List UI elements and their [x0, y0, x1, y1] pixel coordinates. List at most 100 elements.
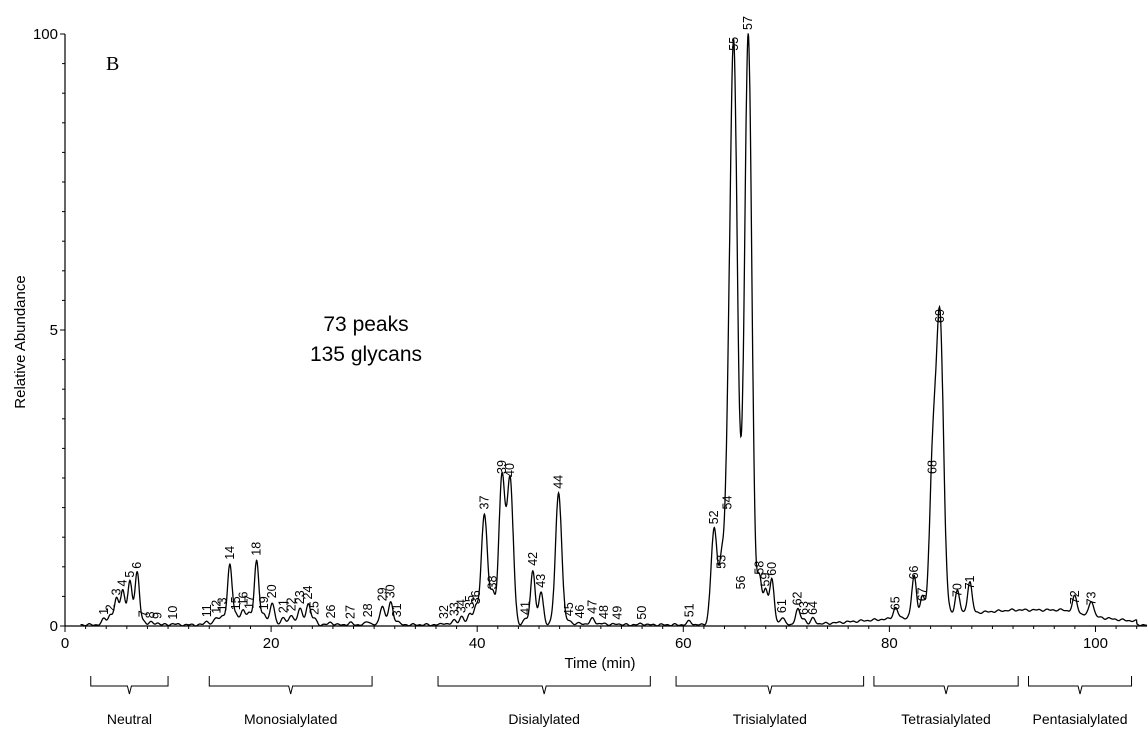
y-tick-label-2: 100: [33, 26, 58, 43]
peak-label-26: 26: [324, 604, 338, 618]
peak-label-5: 5: [123, 571, 137, 578]
peak-label-11: 11: [200, 604, 214, 617]
peak-label-54: 54: [721, 496, 735, 510]
x-axis-ticks: 0 20 40 60 80 100: [61, 626, 1138, 652]
peak-label-14: 14: [223, 546, 237, 560]
peak-label-3: 3: [110, 588, 124, 595]
peak-label-48: 48: [597, 605, 611, 619]
peak-label-69: 69: [933, 309, 947, 323]
plot-area: [80, 33, 1147, 627]
peak-label-18: 18: [250, 542, 264, 556]
peak-label-6: 6: [130, 562, 144, 569]
peak-label-32: 32: [437, 605, 451, 619]
y-axis-title: Relative Abundance: [12, 275, 29, 408]
peak-label-42: 42: [526, 552, 540, 566]
peak-label-7: 7: [136, 610, 150, 617]
peak-label-62: 62: [791, 591, 805, 605]
x-tick-label-1: 20: [263, 635, 280, 652]
peak-label-60: 60: [765, 562, 779, 576]
peak-label-17: 17: [243, 595, 257, 609]
peak-label-64: 64: [806, 601, 820, 615]
peak-label-68: 68: [926, 460, 940, 474]
peak-label-51: 51: [683, 603, 697, 617]
peak-label-38: 38: [486, 575, 500, 589]
glycan-count-note: 135 glycans: [310, 343, 422, 366]
peak-label-13: 13: [216, 597, 230, 611]
peak-label-20: 20: [265, 584, 279, 598]
x-tick-label-2: 40: [469, 635, 486, 652]
peak-label-55: 55: [727, 37, 741, 51]
peak-label-36: 36: [469, 590, 483, 604]
peak-label-73: 73: [1084, 591, 1098, 605]
group-bracket-2: [437, 676, 651, 695]
peak-label-28: 28: [361, 603, 375, 617]
group-label-1: Monosialylated: [244, 711, 337, 727]
peak-label-15: 15: [229, 596, 243, 610]
peak-label-29: 29: [375, 587, 389, 601]
peak-label-19: 19: [257, 596, 271, 610]
peak-label-57: 57: [741, 16, 755, 30]
peak-label-35: 35: [463, 595, 477, 609]
peak-label-43: 43: [534, 574, 548, 588]
peak-label-53: 53: [714, 555, 728, 569]
peak-label-70: 70: [950, 583, 964, 597]
peak-label-1: 1: [97, 608, 111, 615]
panel-label: B: [106, 53, 119, 75]
group-label-0: Neutral: [107, 711, 152, 727]
group-label-5: Pentasialylated: [1033, 711, 1128, 727]
peak-label-71: 71: [963, 575, 977, 589]
peak-label-47: 47: [586, 600, 600, 614]
group-label-4: Tetrasialylated: [901, 711, 991, 727]
group-label-3: Trisialylated: [733, 711, 807, 727]
peak-label-33: 33: [448, 602, 462, 616]
x-tick-label-3: 60: [675, 635, 692, 652]
peak-label-65: 65: [889, 596, 903, 610]
peak-label-2: 2: [103, 604, 117, 611]
peak-label-34: 34: [455, 599, 469, 613]
x-axis-title: Time (min): [564, 655, 635, 672]
peak-label-40: 40: [503, 463, 517, 477]
peak-label-21: 21: [277, 599, 291, 613]
peak-label-45: 45: [562, 602, 576, 616]
peak-label-50: 50: [635, 606, 649, 620]
peak-label-23: 23: [293, 590, 307, 604]
x-tick-label-0: 0: [61, 635, 69, 652]
group-bracket-5: [1028, 676, 1133, 695]
peak-label-63: 63: [797, 601, 811, 615]
peak-label-10: 10: [166, 606, 180, 620]
peak-label-39: 39: [495, 460, 509, 474]
peak-label-4: 4: [116, 580, 130, 587]
y-axis-ticks: 0 5 100: [33, 26, 65, 635]
peak-label-72: 72: [1068, 590, 1082, 604]
glycan-groups: Neutral Monosialylated Disialylated Trisial…: [90, 676, 1133, 727]
peak-label-37: 37: [477, 496, 491, 510]
group-bracket-1: [208, 676, 373, 695]
peak-label-25: 25: [307, 601, 321, 615]
x-tick-label-4: 80: [881, 635, 898, 652]
group-label-2: Disialylated: [508, 711, 580, 727]
peak-label-12: 12: [210, 600, 224, 614]
peak-label-22: 22: [285, 597, 299, 611]
group-bracket-0: [90, 676, 169, 695]
peak-label-31: 31: [390, 603, 404, 617]
group-bracket-3: [675, 676, 865, 695]
peak-label-41: 41: [519, 601, 533, 615]
peak-label-61: 61: [775, 599, 789, 613]
peak-label-52: 52: [707, 510, 721, 524]
peak-label-46: 46: [573, 604, 587, 618]
peak-label-44: 44: [552, 475, 566, 489]
y-tick-label-1: 5: [50, 322, 58, 339]
peak-count-note: 73 peaks: [323, 313, 408, 336]
peak-label-58: 58: [753, 561, 767, 575]
peak-label-49: 49: [610, 606, 624, 620]
peak-label-56: 56: [734, 575, 748, 589]
x-tick-label-5: 100: [1083, 635, 1108, 652]
y-tick-label-0: 0: [50, 618, 58, 635]
peak-label-16: 16: [236, 591, 250, 605]
peak-label-67: 67: [915, 587, 929, 601]
peak-label-27: 27: [343, 605, 357, 619]
peak-label-9: 9: [151, 612, 165, 619]
chromatogram-trace: [80, 33, 1147, 627]
